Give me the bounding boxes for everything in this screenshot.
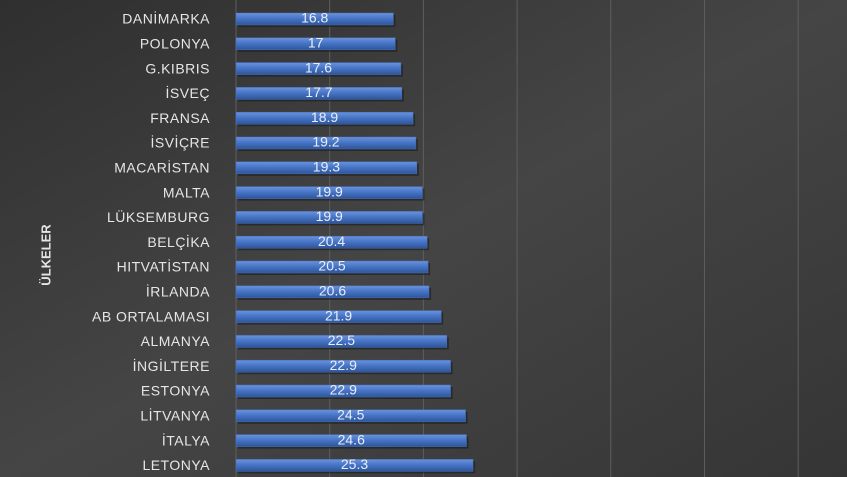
value-label: 19.9: [316, 208, 343, 224]
value-label: 17.6: [305, 59, 332, 75]
category-label: İSVEÇ: [165, 84, 210, 101]
category-label: LETONYA: [142, 457, 210, 473]
category-label: LİTVANYA: [140, 407, 210, 424]
category-label: İRLANDA: [146, 283, 210, 300]
bar: [235, 111, 414, 125]
bar: [235, 12, 394, 26]
value-label: 18.9: [311, 109, 338, 125]
category-label: LÜKSEMBURG: [107, 208, 210, 225]
bar: [235, 459, 474, 472]
value-label: 24.5: [337, 407, 364, 423]
category-label: ESTONYA: [141, 383, 210, 399]
bar: [235, 87, 403, 100]
bar: [235, 136, 417, 150]
y-axis-title: ÜLKELER: [38, 224, 53, 286]
value-label: 22.5: [328, 332, 355, 348]
value-label: 24.6: [338, 431, 365, 447]
value-label: 20.6: [319, 283, 346, 299]
value-label: 21.9: [325, 307, 352, 323]
bar: [235, 434, 467, 447]
category-label: İTALYA: [162, 431, 210, 448]
bar: [235, 161, 418, 175]
value-label: 17: [308, 35, 324, 51]
category-label: POLONYA: [140, 36, 210, 52]
bar: [235, 260, 429, 274]
category-label: AB ORTALAMASI: [92, 308, 210, 324]
category-label: FRANSA: [150, 110, 210, 126]
value-label: 22.9: [330, 382, 357, 398]
category-label: HITVATİSTAN: [117, 258, 210, 275]
bar: [235, 384, 451, 398]
bar: [235, 409, 466, 423]
value-label: 22.9: [330, 357, 357, 373]
bar: [235, 37, 396, 51]
category-label: ALMANYA: [141, 333, 211, 349]
value-label: 16.8: [301, 10, 328, 26]
category-label: G.KIBRIS: [145, 60, 210, 76]
bar: [235, 310, 442, 323]
value-label: 19.2: [312, 134, 339, 150]
value-label: 19.9: [316, 183, 343, 199]
bar: [235, 62, 402, 75]
bars: 16.8 17 17.6 17.7 18.9 19.2 19.3 19.9 19.9 20.4 20…: [235, 10, 476, 474]
bar: [235, 335, 448, 348]
category-label: İNGİLTERE: [133, 357, 210, 374]
value-label: 17.7: [305, 84, 332, 100]
value-label: 20.4: [318, 233, 345, 249]
bar: [235, 211, 423, 224]
bar: [235, 359, 451, 373]
category-label: BELÇİKA: [147, 233, 210, 250]
bar: [235, 186, 423, 199]
category-label: MACARİSTAN: [114, 159, 210, 176]
category-label: İSVİÇRE: [150, 134, 210, 151]
bar: [235, 235, 428, 249]
value-label: 20.5: [318, 258, 345, 274]
value-label: 25.3: [341, 456, 368, 472]
value-label: 19.3: [313, 159, 340, 175]
category-label: MALTA: [163, 184, 210, 200]
bar: [235, 285, 430, 299]
category-label: DANİMARKA: [122, 10, 210, 27]
